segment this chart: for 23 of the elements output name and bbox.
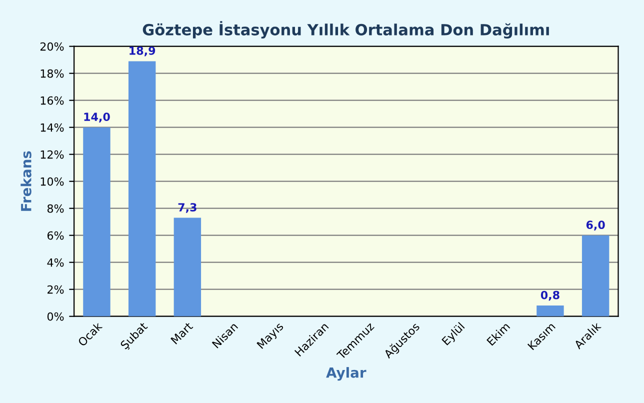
data-label: 6,0 [586,220,605,230]
y-tick-label: 6% [47,231,64,240]
data-label: 0,8 [540,290,560,301]
bar [83,127,110,316]
y-tick-label: 16% [40,96,64,105]
bar [174,218,202,316]
y-tick-label: 14% [40,123,64,132]
y-tick-label: 18% [40,69,64,78]
x-axis-title: Aylar [326,367,366,381]
data-label: 18,9 [130,46,156,56]
data-label: 14,0 [84,112,110,122]
y-tick-label: 2% [48,285,64,294]
chart-title: Göztepe İstasyonu Yıllık Ortalama Don Dağılımı [142,21,549,39]
y-tick-label: 20% [40,42,64,51]
bar [128,61,156,316]
y-tick-label: 4% [47,258,64,267]
y-tick-label: 10% [40,177,64,186]
y-tick-label: 8% [47,204,64,213]
bar [536,306,564,316]
bar [582,235,610,316]
y-tick-label: 12% [40,150,64,159]
y-tick-label: 0% [47,312,64,321]
y-axis-title: Frekans [20,151,32,211]
